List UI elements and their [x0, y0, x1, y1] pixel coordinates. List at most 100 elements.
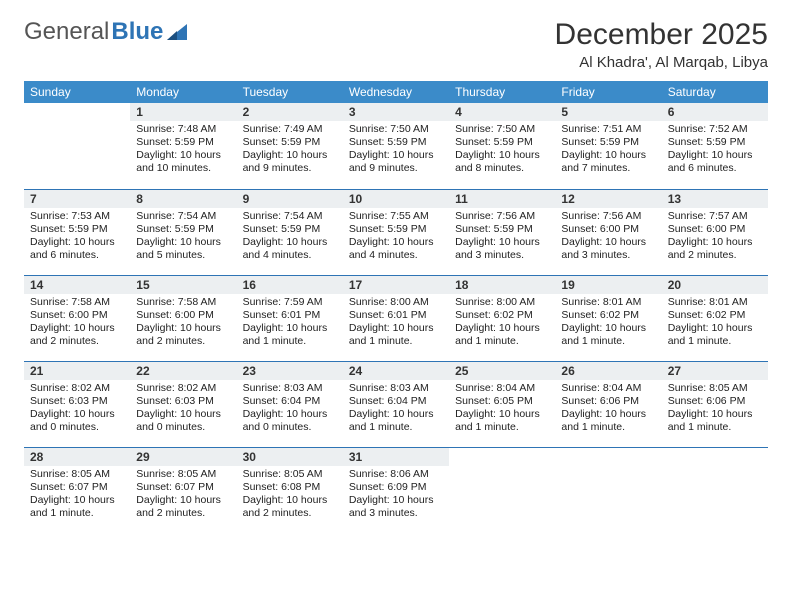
sunrise-line: Sunrise: 7:55 AM — [349, 210, 443, 223]
day-details: Sunrise: 7:53 AMSunset: 5:59 PMDaylight:… — [24, 208, 130, 267]
day-details: Sunrise: 7:59 AMSunset: 6:01 PMDaylight:… — [237, 294, 343, 353]
sunrise-line: Sunrise: 7:59 AM — [243, 296, 337, 309]
calendar-cell: 28Sunrise: 8:05 AMSunset: 6:07 PMDayligh… — [24, 447, 130, 533]
daylight-line: Daylight: 10 hours and 1 minute. — [668, 408, 762, 434]
day-details: Sunrise: 8:05 AMSunset: 6:06 PMDaylight:… — [662, 380, 768, 439]
sunrise-line: Sunrise: 8:03 AM — [349, 382, 443, 395]
daylight-line: Daylight: 10 hours and 1 minute. — [30, 494, 124, 520]
daylight-line: Daylight: 10 hours and 4 minutes. — [243, 236, 337, 262]
calendar-cell: 27Sunrise: 8:05 AMSunset: 6:06 PMDayligh… — [662, 361, 768, 447]
sunrise-line: Sunrise: 7:53 AM — [30, 210, 124, 223]
sunset-line: Sunset: 5:59 PM — [349, 223, 443, 236]
day-number: 4 — [449, 103, 555, 121]
calendar-cell: 26Sunrise: 8:04 AMSunset: 6:06 PMDayligh… — [555, 361, 661, 447]
calendar-cell: 2Sunrise: 7:49 AMSunset: 5:59 PMDaylight… — [237, 103, 343, 189]
calendar-cell: 14Sunrise: 7:58 AMSunset: 6:00 PMDayligh… — [24, 275, 130, 361]
calendar-cell: 4Sunrise: 7:50 AMSunset: 5:59 PMDaylight… — [449, 103, 555, 189]
day-number: 20 — [662, 276, 768, 294]
daylight-line: Daylight: 10 hours and 8 minutes. — [455, 149, 549, 175]
sunrise-line: Sunrise: 7:57 AM — [668, 210, 762, 223]
day-number: 18 — [449, 276, 555, 294]
location: Al Khadra', Al Marqab, Libya — [555, 54, 768, 71]
calendar-cell: 8Sunrise: 7:54 AMSunset: 5:59 PMDaylight… — [130, 189, 236, 275]
day-details: Sunrise: 8:04 AMSunset: 6:05 PMDaylight:… — [449, 380, 555, 439]
daylight-line: Daylight: 10 hours and 9 minutes. — [243, 149, 337, 175]
sunset-line: Sunset: 5:59 PM — [349, 136, 443, 149]
day-details: Sunrise: 7:54 AMSunset: 5:59 PMDaylight:… — [130, 208, 236, 267]
calendar-cell — [24, 103, 130, 189]
sunrise-line: Sunrise: 7:54 AM — [243, 210, 337, 223]
sunset-line: Sunset: 6:07 PM — [136, 481, 230, 494]
day-number: 29 — [130, 448, 236, 466]
day-details: Sunrise: 7:49 AMSunset: 5:59 PMDaylight:… — [237, 121, 343, 180]
day-number: 30 — [237, 448, 343, 466]
day-details: Sunrise: 7:57 AMSunset: 6:00 PMDaylight:… — [662, 208, 768, 267]
sunset-line: Sunset: 6:05 PM — [455, 395, 549, 408]
day-details: Sunrise: 8:05 AMSunset: 6:08 PMDaylight:… — [237, 466, 343, 525]
day-number: 19 — [555, 276, 661, 294]
sunrise-line: Sunrise: 7:48 AM — [136, 123, 230, 136]
day-details: Sunrise: 8:02 AMSunset: 6:03 PMDaylight:… — [24, 380, 130, 439]
sunset-line: Sunset: 5:59 PM — [455, 223, 549, 236]
sunrise-line: Sunrise: 7:56 AM — [455, 210, 549, 223]
sunrise-line: Sunrise: 8:01 AM — [668, 296, 762, 309]
day-number: 8 — [130, 190, 236, 208]
day-number: 31 — [343, 448, 449, 466]
sunset-line: Sunset: 6:00 PM — [136, 309, 230, 322]
weekday-header: Tuesday — [237, 81, 343, 103]
sunrise-line: Sunrise: 8:01 AM — [561, 296, 655, 309]
sunrise-line: Sunrise: 8:03 AM — [243, 382, 337, 395]
sunset-line: Sunset: 5:59 PM — [30, 223, 124, 236]
sunset-line: Sunset: 6:03 PM — [136, 395, 230, 408]
calendar-cell: 6Sunrise: 7:52 AMSunset: 5:59 PMDaylight… — [662, 103, 768, 189]
day-details: Sunrise: 7:56 AMSunset: 5:59 PMDaylight:… — [449, 208, 555, 267]
day-details: Sunrise: 8:01 AMSunset: 6:02 PMDaylight:… — [555, 294, 661, 353]
day-details: Sunrise: 8:05 AMSunset: 6:07 PMDaylight:… — [24, 466, 130, 525]
month-title: December 2025 — [555, 18, 768, 52]
sunrise-line: Sunrise: 7:51 AM — [561, 123, 655, 136]
day-number: 2 — [237, 103, 343, 121]
calendar-cell: 5Sunrise: 7:51 AMSunset: 5:59 PMDaylight… — [555, 103, 661, 189]
calendar-cell: 12Sunrise: 7:56 AMSunset: 6:00 PMDayligh… — [555, 189, 661, 275]
calendar-cell: 15Sunrise: 7:58 AMSunset: 6:00 PMDayligh… — [130, 275, 236, 361]
day-details: Sunrise: 8:00 AMSunset: 6:01 PMDaylight:… — [343, 294, 449, 353]
day-number: 13 — [662, 190, 768, 208]
calendar-cell — [662, 447, 768, 533]
calendar-body: 1Sunrise: 7:48 AMSunset: 5:59 PMDaylight… — [24, 103, 768, 533]
sunrise-line: Sunrise: 7:50 AM — [455, 123, 549, 136]
calendar-cell: 30Sunrise: 8:05 AMSunset: 6:08 PMDayligh… — [237, 447, 343, 533]
calendar-cell: 10Sunrise: 7:55 AMSunset: 5:59 PMDayligh… — [343, 189, 449, 275]
day-number: 27 — [662, 362, 768, 380]
daylight-line: Daylight: 10 hours and 1 minute. — [349, 322, 443, 348]
day-details: Sunrise: 7:50 AMSunset: 5:59 PMDaylight:… — [343, 121, 449, 180]
sunset-line: Sunset: 6:07 PM — [30, 481, 124, 494]
sunset-line: Sunset: 6:01 PM — [349, 309, 443, 322]
day-number: 11 — [449, 190, 555, 208]
daylight-line: Daylight: 10 hours and 0 minutes. — [30, 408, 124, 434]
sunset-line: Sunset: 6:00 PM — [668, 223, 762, 236]
calendar-cell: 19Sunrise: 8:01 AMSunset: 6:02 PMDayligh… — [555, 275, 661, 361]
brand-logo: GeneralBlue — [24, 18, 191, 46]
weekday-header: Sunday — [24, 81, 130, 103]
day-details: Sunrise: 8:02 AMSunset: 6:03 PMDaylight:… — [130, 380, 236, 439]
calendar-cell: 7Sunrise: 7:53 AMSunset: 5:59 PMDaylight… — [24, 189, 130, 275]
daylight-line: Daylight: 10 hours and 9 minutes. — [349, 149, 443, 175]
calendar-page: GeneralBlue December 2025 Al Khadra', Al… — [0, 0, 792, 551]
daylight-line: Daylight: 10 hours and 10 minutes. — [136, 149, 230, 175]
day-details: Sunrise: 8:05 AMSunset: 6:07 PMDaylight:… — [130, 466, 236, 525]
brand-part1: General — [24, 18, 109, 46]
weekday-header: Friday — [555, 81, 661, 103]
daylight-line: Daylight: 10 hours and 3 minutes. — [561, 236, 655, 262]
sunrise-line: Sunrise: 7:58 AM — [136, 296, 230, 309]
daylight-line: Daylight: 10 hours and 1 minute. — [455, 408, 549, 434]
daylight-line: Daylight: 10 hours and 6 minutes. — [30, 236, 124, 262]
calendar-cell — [449, 447, 555, 533]
brand-sail-icon — [167, 22, 191, 42]
brand-part2: Blue — [111, 18, 163, 46]
sunrise-line: Sunrise: 7:56 AM — [561, 210, 655, 223]
day-details: Sunrise: 7:50 AMSunset: 5:59 PMDaylight:… — [449, 121, 555, 180]
calendar-cell: 1Sunrise: 7:48 AMSunset: 5:59 PMDaylight… — [130, 103, 236, 189]
day-number: 24 — [343, 362, 449, 380]
daylight-line: Daylight: 10 hours and 0 minutes. — [243, 408, 337, 434]
sunrise-line: Sunrise: 8:04 AM — [561, 382, 655, 395]
